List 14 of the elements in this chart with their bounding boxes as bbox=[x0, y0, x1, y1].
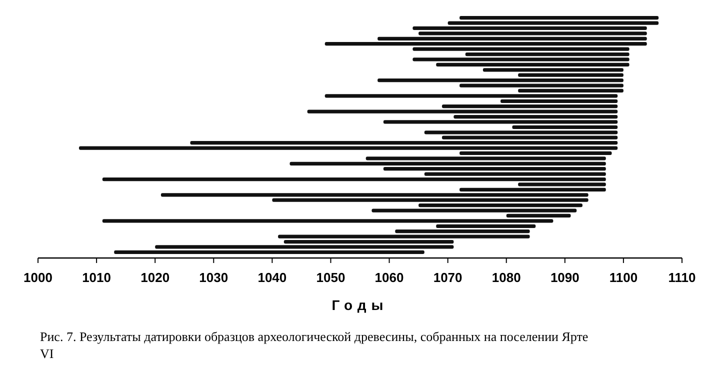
x-tick-label: 1010 bbox=[82, 270, 112, 285]
x-tick-label: 1000 bbox=[24, 270, 52, 285]
text: Рис. 7. Результаты датировки образцов археологической древесины, собранных на поселении Ярте VI bbox=[40, 328, 590, 362]
x-tick-label: 1020 bbox=[140, 270, 170, 285]
x-tick-label: 1050 bbox=[316, 270, 346, 285]
x-tick-label: 1070 bbox=[433, 270, 462, 285]
x-tick-label: 1030 bbox=[199, 270, 228, 285]
x-tick-label: 1060 bbox=[374, 270, 404, 285]
x-axis-title: Годы bbox=[332, 297, 388, 313]
x-tick-label: 1100 bbox=[609, 270, 638, 285]
x-tick-label: 1040 bbox=[258, 270, 287, 285]
x-tick-label: 1110 bbox=[668, 270, 696, 285]
x-tick-label: 1080 bbox=[492, 270, 521, 285]
x-tick-label: 1090 bbox=[550, 270, 580, 285]
